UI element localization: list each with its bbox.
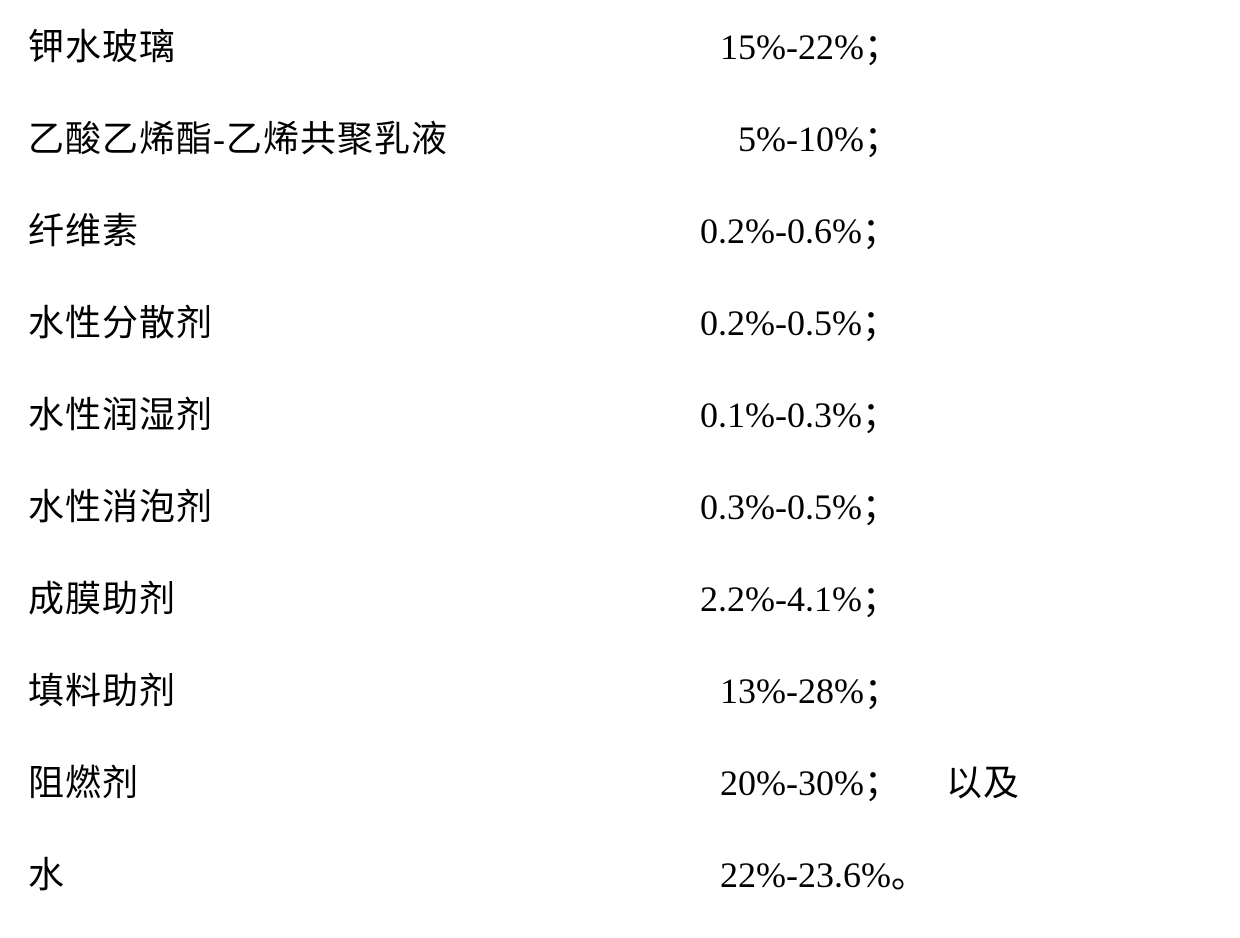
ingredient-value: 0.1%-0.3%； xyxy=(700,386,898,438)
ingredient-value: 0.2%-0.5%； xyxy=(700,294,898,346)
row-2: 纤维素 0.2%-0.6%； xyxy=(0,202,1240,294)
ingredient-name: 水性润湿剂 xyxy=(28,386,213,438)
ingredient-name: 阻燃剂 xyxy=(28,754,139,806)
row-suffix: 以及 xyxy=(946,754,1020,806)
row-8: 阻燃剂 20%-30%； 以及 xyxy=(0,754,1240,846)
row-5: 水性消泡剂 0.3%-0.5%； xyxy=(0,478,1240,570)
ingredient-name: 水性消泡剂 xyxy=(28,478,213,530)
ingredient-value: 2.2%-4.1%； xyxy=(700,570,898,622)
formulation-list: 钾水玻璃 15%-22%； 乙酸乙烯酯-乙烯共聚乳液 5%-10%； 纤维素 0.2%-0… xyxy=(0,0,1240,922)
ingredient-value: 0.3%-0.5%； xyxy=(700,478,898,530)
row-4: 水性润湿剂 0.1%-0.3%； xyxy=(0,386,1240,478)
ingredient-name: 成膜助剂 xyxy=(28,570,176,622)
row-1: 乙酸乙烯酯-乙烯共聚乳液 5%-10%； xyxy=(0,110,1240,202)
ingredient-name: 钾水玻璃 xyxy=(28,18,176,70)
row-3: 水性分散剂 0.2%-0.5%； xyxy=(0,294,1240,386)
row-9: 水 22%-23.6%。 xyxy=(0,846,1240,938)
row-0: 钾水玻璃 15%-22%； xyxy=(0,18,1240,110)
ingredient-name: 乙酸乙烯酯-乙烯共聚乳液 xyxy=(28,110,448,162)
ingredient-value: 20%-30%； xyxy=(720,754,900,806)
row-7: 填料助剂 13%-28%； xyxy=(0,662,1240,754)
ingredient-name: 水 xyxy=(28,846,65,898)
ingredient-value: 15%-22%； xyxy=(720,18,900,70)
ingredient-name: 水性分散剂 xyxy=(28,294,213,346)
ingredient-value: 22%-23.6%。 xyxy=(720,846,927,898)
ingredient-name: 填料助剂 xyxy=(28,662,176,714)
ingredient-value: 5%-10%； xyxy=(738,110,900,162)
ingredient-value: 13%-28%； xyxy=(720,662,900,714)
ingredient-value: 0.2%-0.6%； xyxy=(700,202,898,254)
row-6: 成膜助剂 2.2%-4.1%； xyxy=(0,570,1240,662)
ingredient-name: 纤维素 xyxy=(28,202,139,254)
